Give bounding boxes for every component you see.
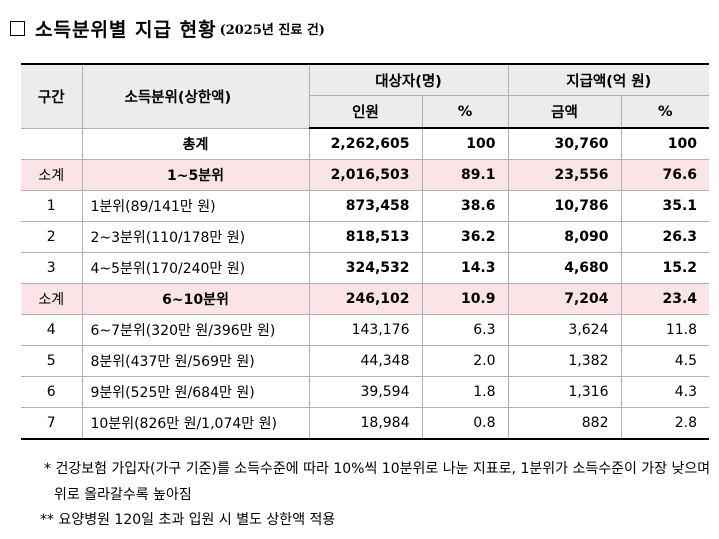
table-row-total: 총계 2,262,605 100 30,760 100 bbox=[21, 127, 710, 160]
row-pct2: 76.6 bbox=[620, 159, 710, 191]
row-pct2: 26.3 bbox=[620, 221, 710, 253]
header-people: 인원 bbox=[309, 95, 423, 129]
total-people: 2,262,605 bbox=[308, 127, 423, 160]
header-group: 구간 bbox=[21, 63, 83, 129]
table-row: 1 1분위(89/141만 원) 873,458 38.6 10,786 35.… bbox=[21, 190, 710, 222]
table-row: 4 6~7분위(320만 원/396만 원) 143,176 6.3 3,624… bbox=[21, 314, 710, 346]
row-people: 246,102 bbox=[308, 283, 423, 315]
row-pct2: 15.2 bbox=[620, 252, 710, 284]
footnote-1: * 건강보험 가입자(가구 기준)를 소득수준에 따라 10%씩 10분위로 나… bbox=[44, 461, 711, 503]
row-amount: 23,556 bbox=[507, 159, 622, 191]
row-amount: 4,680 bbox=[507, 252, 622, 284]
header-subjects: 대상자(명) bbox=[308, 63, 509, 96]
row-people: 18,984 bbox=[308, 407, 423, 440]
row-pct2: 4.3 bbox=[620, 376, 710, 408]
title-main: 소득분위별 지급 현황 bbox=[35, 18, 217, 41]
row-label: 10분위(826만 원/1,074만 원) bbox=[81, 407, 310, 440]
row-pct1: 10.9 bbox=[421, 283, 509, 315]
row-label: 1분위(89/141만 원) bbox=[81, 190, 310, 222]
row-label: 9분위(525만 원/684만 원) bbox=[81, 376, 310, 408]
table-row: 6 9분위(525만 원/684만 원) 39,594 1.8 1,316 4.… bbox=[21, 376, 710, 408]
row-pct2: 35.1 bbox=[620, 190, 710, 222]
row-pct1: 2.0 bbox=[421, 345, 509, 377]
row-pct1: 0.8 bbox=[421, 407, 509, 440]
row-amount: 882 bbox=[507, 407, 622, 440]
income-quintile-table: 구간 소득분위(상한액) 대상자(명) 지급액(억 원) 인원 % 금액 % 총… bbox=[21, 63, 710, 440]
header-quintile: 소득분위(상한액) bbox=[81, 63, 310, 129]
row-label: 6~7분위(320만 원/396만 원) bbox=[81, 314, 310, 346]
total-label: 총계 bbox=[81, 127, 310, 160]
row-people: 324,532 bbox=[308, 252, 423, 284]
total-pct1: 100 bbox=[421, 127, 509, 160]
row-amount: 8,090 bbox=[507, 221, 622, 253]
row-group: 4 bbox=[21, 314, 83, 346]
total-group-cell bbox=[21, 127, 83, 160]
row-label: 4~5분위(170/240만 원) bbox=[81, 252, 310, 284]
table-row: 5 8분위(437만 원/569만 원) 44,348 2.0 1,382 4.… bbox=[21, 345, 710, 377]
total-pct2: 100 bbox=[620, 127, 710, 160]
row-pct2: 2.8 bbox=[620, 407, 710, 440]
row-amount: 3,624 bbox=[507, 314, 622, 346]
row-amount: 1,382 bbox=[507, 345, 622, 377]
row-label: 2~3분위(110/178만 원) bbox=[81, 221, 310, 253]
table-row: 3 4~5분위(170/240만 원) 324,532 14.3 4,680 1… bbox=[21, 252, 710, 284]
row-group: 1 bbox=[21, 190, 83, 222]
row-people: 39,594 bbox=[308, 376, 423, 408]
row-pct1: 38.6 bbox=[421, 190, 509, 222]
checkbox-square-icon bbox=[10, 20, 25, 36]
row-pct1: 89.1 bbox=[421, 159, 509, 191]
row-people: 143,176 bbox=[308, 314, 423, 346]
row-people: 2,016,503 bbox=[308, 159, 423, 191]
table-row: 7 10분위(826만 원/1,074만 원) 18,984 0.8 882 2… bbox=[21, 407, 710, 440]
row-label: 1~5분위 bbox=[81, 159, 310, 191]
row-group: 5 bbox=[21, 345, 83, 377]
row-people: 873,458 bbox=[308, 190, 423, 222]
table-row: 소계 6~10분위 246,102 10.9 7,204 23.4 bbox=[21, 283, 710, 315]
row-people: 44,348 bbox=[308, 345, 423, 377]
total-amount: 30,760 bbox=[507, 127, 622, 160]
row-pct2: 23.4 bbox=[620, 283, 710, 315]
row-amount: 1,316 bbox=[507, 376, 622, 408]
row-group: 소계 bbox=[21, 159, 83, 191]
table-row: 2 2~3분위(110/178만 원) 818,513 36.2 8,090 2… bbox=[21, 221, 710, 253]
footnote-2: ** 요양병원 120일 초과 입원 시 별도 상한액 적용 bbox=[40, 512, 336, 528]
row-label: 6~10분위 bbox=[81, 283, 310, 315]
document-title: 소득분위별 지급 현황 (2025년 진료 건) bbox=[10, 14, 325, 42]
header-pct1: % bbox=[421, 95, 509, 129]
row-pct1: 14.3 bbox=[421, 252, 509, 284]
row-pct1: 6.3 bbox=[421, 314, 509, 346]
row-group: 소계 bbox=[21, 283, 83, 315]
header-sum: 금액 bbox=[507, 95, 622, 129]
row-amount: 7,204 bbox=[507, 283, 622, 315]
row-group: 3 bbox=[21, 252, 83, 284]
row-pct1: 36.2 bbox=[421, 221, 509, 253]
table-row: 소계 1~5분위 2,016,503 89.1 23,556 76.6 bbox=[21, 159, 710, 191]
row-label: 8분위(437만 원/569만 원) bbox=[81, 345, 310, 377]
header-amount: 지급액(억 원) bbox=[507, 63, 710, 96]
row-group: 6 bbox=[21, 376, 83, 408]
row-people: 818,513 bbox=[308, 221, 423, 253]
row-pct1: 1.8 bbox=[421, 376, 509, 408]
row-pct2: 4.5 bbox=[620, 345, 710, 377]
header-pct2: % bbox=[620, 95, 710, 129]
row-amount: 10,786 bbox=[507, 190, 622, 222]
title-sub: (2025년 진료 건) bbox=[219, 22, 325, 38]
row-group: 2 bbox=[21, 221, 83, 253]
row-group: 7 bbox=[21, 407, 83, 440]
row-pct2: 11.8 bbox=[620, 314, 710, 346]
